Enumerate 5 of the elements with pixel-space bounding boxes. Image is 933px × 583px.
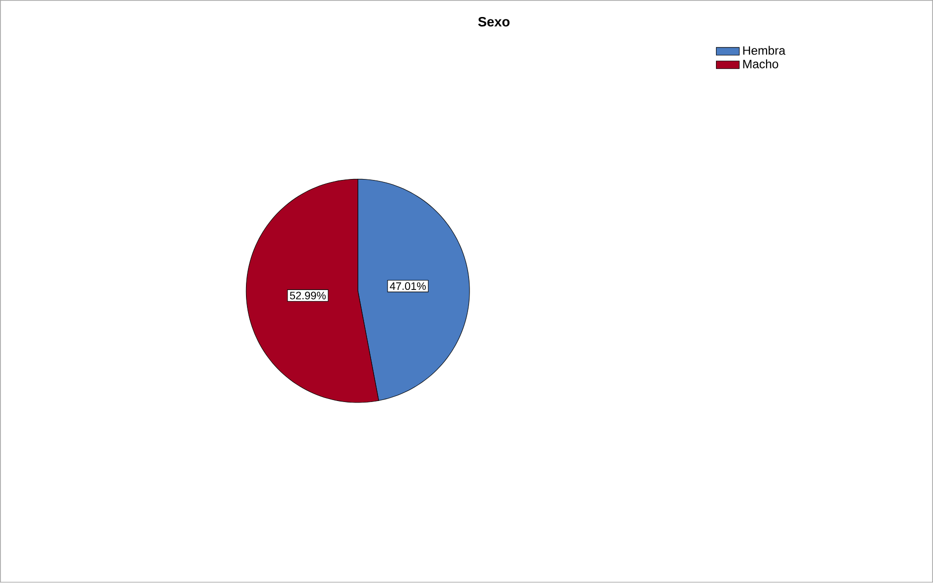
legend-label: Hembra <box>743 46 786 55</box>
data-label: 47.01% <box>390 282 426 290</box>
chart-title: Sexo <box>478 17 510 27</box>
legend-label: Macho <box>743 60 778 68</box>
data-label: 52.99% <box>290 292 326 300</box>
